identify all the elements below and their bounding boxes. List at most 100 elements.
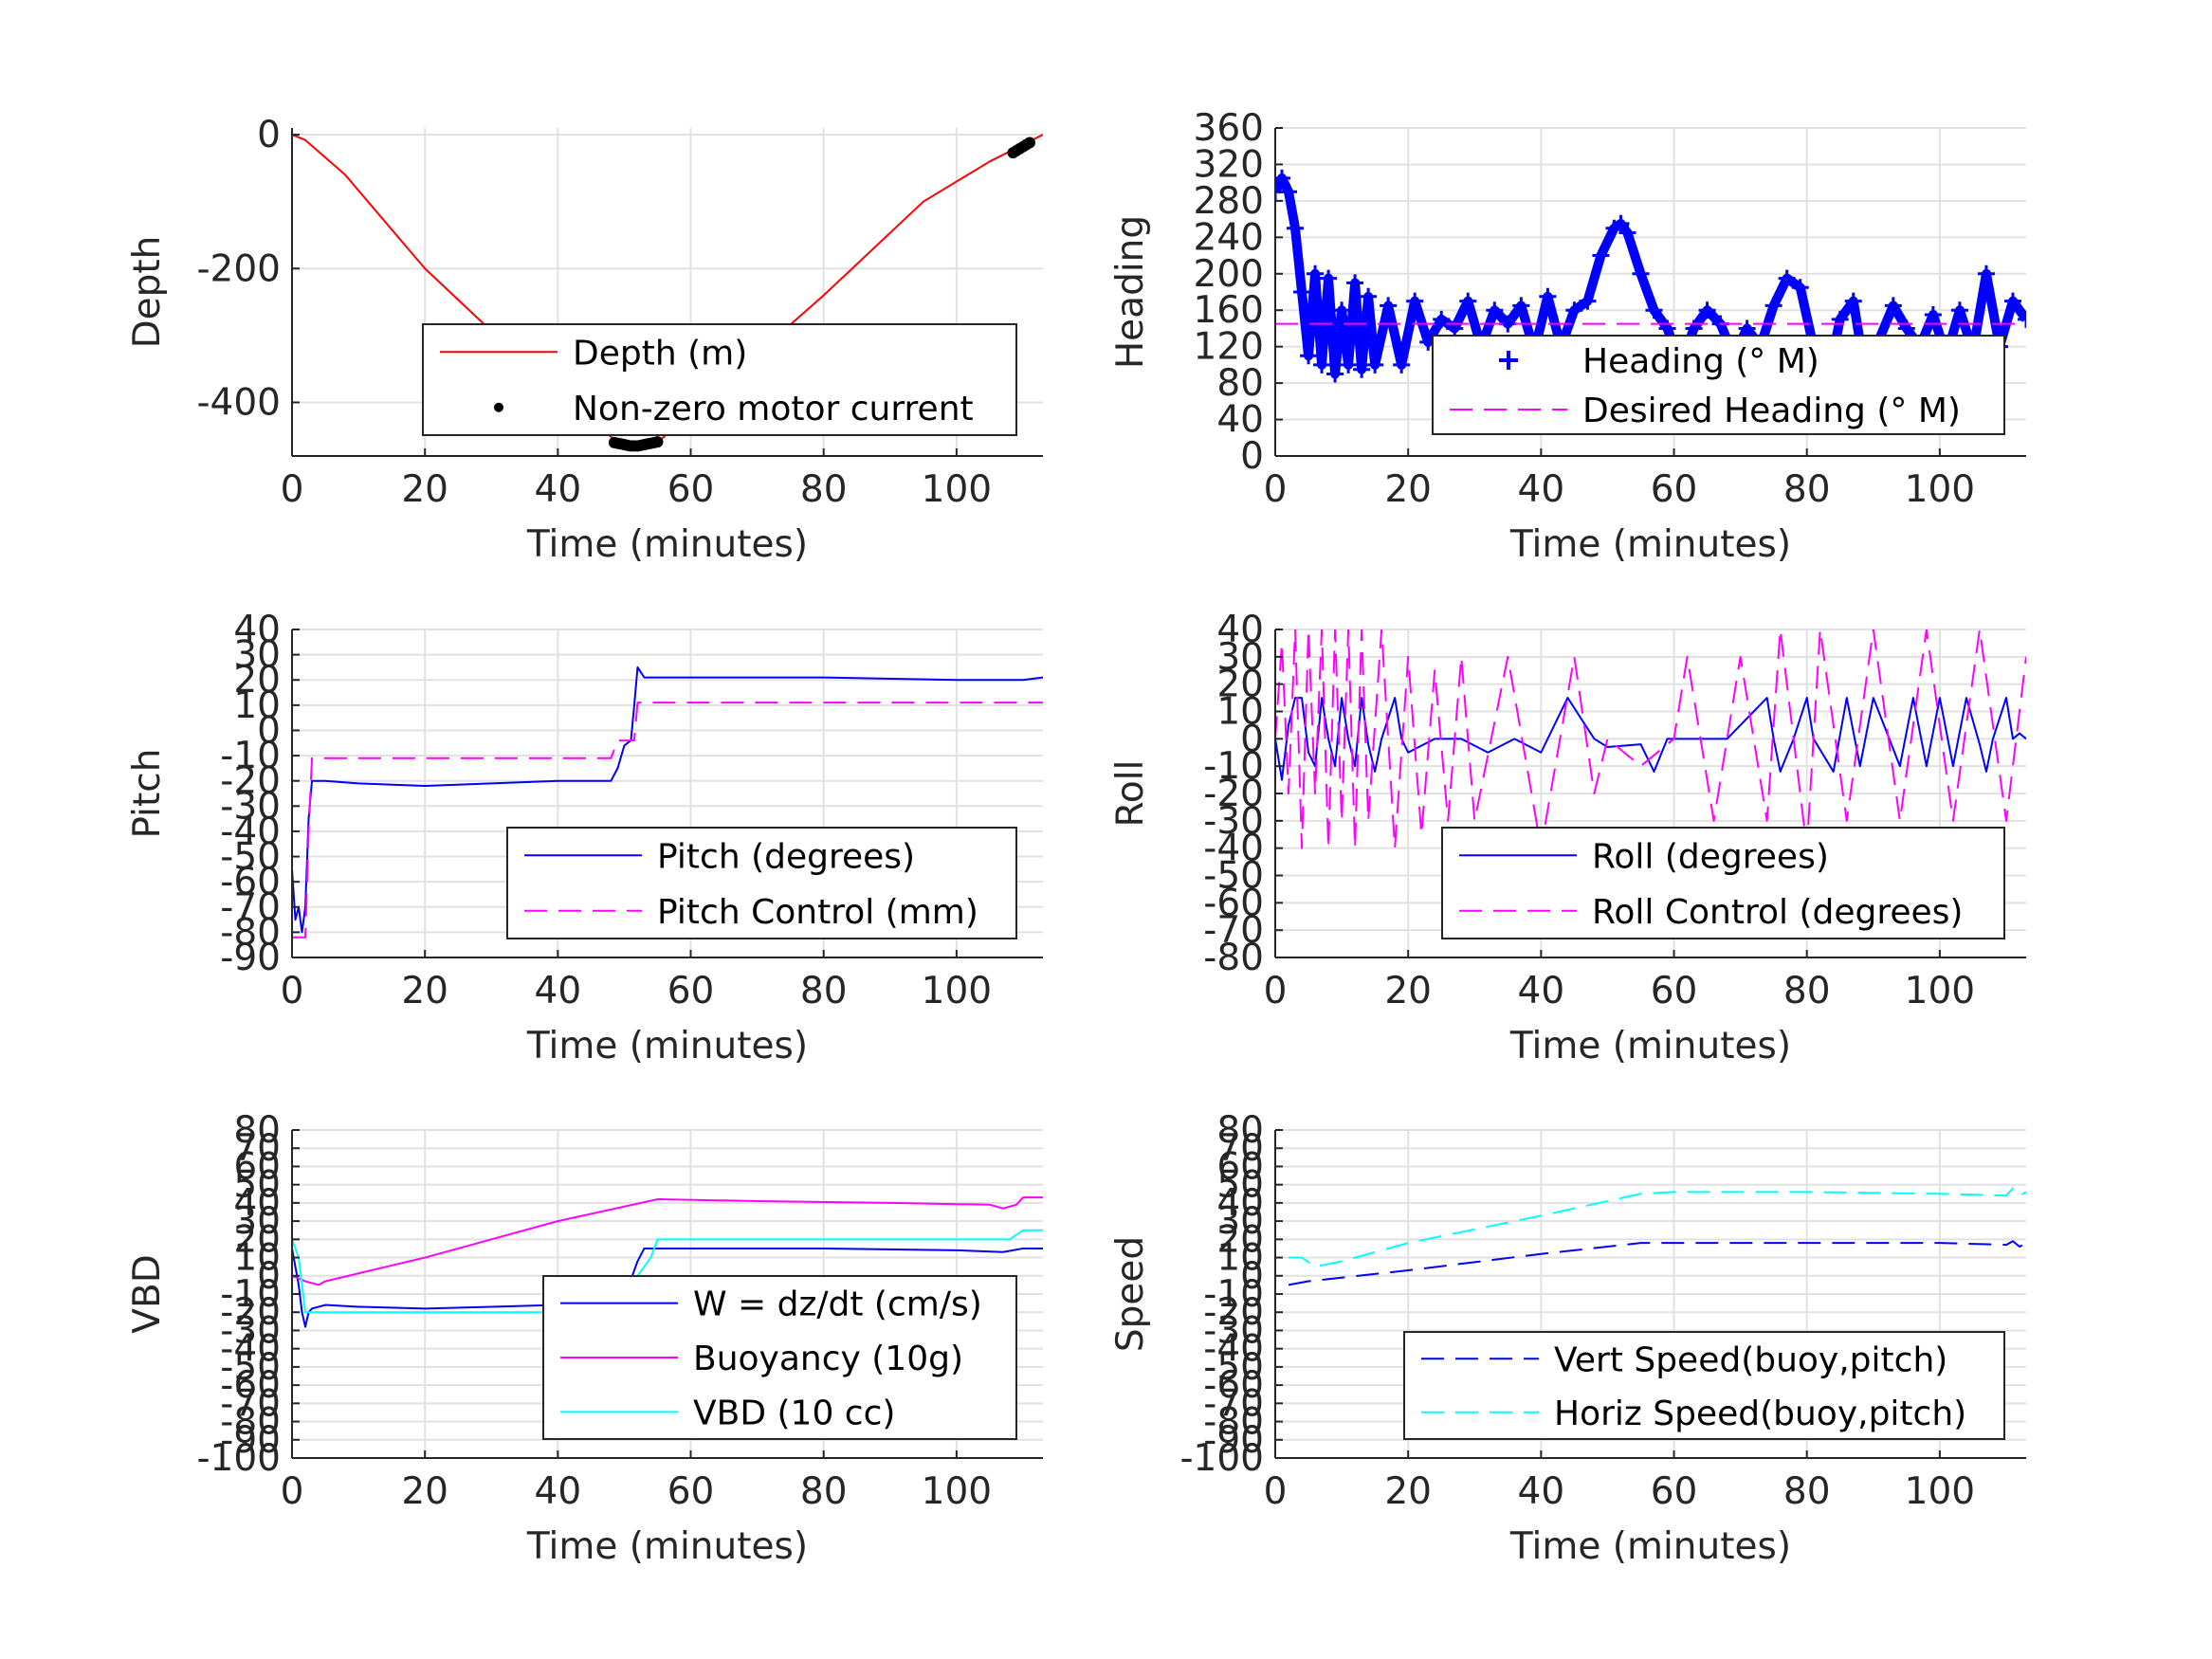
series-heading-0-marker xyxy=(1778,269,1796,287)
series-heading-0-marker xyxy=(1632,264,1650,283)
y-tick-label: 70 xyxy=(233,1127,281,1170)
x-tick-label: 100 xyxy=(922,1470,992,1513)
x-axis-label: Time (minutes) xyxy=(526,1025,808,1067)
y-tick-label: 70 xyxy=(1216,1127,1264,1170)
chart-panel-depth: 0 20 40 60 80 100 0 -200 -400 Time (minutes) Depth… xyxy=(126,114,1043,566)
y-tick-label: -10 xyxy=(220,735,281,777)
y-tick-label: -10 xyxy=(220,1273,281,1316)
legend-label: Buoyancy (10g) xyxy=(693,1340,963,1378)
x-tick-label: 20 xyxy=(1384,1470,1432,1513)
y-axis-label: Speed xyxy=(1109,1236,1152,1352)
series-heading-0-marker xyxy=(1539,287,1557,305)
series-layer xyxy=(292,665,1043,939)
legend-label: Pitch (degrees) xyxy=(657,837,915,876)
legend-swatch xyxy=(1499,351,1518,370)
y-tick-label: -60 xyxy=(1203,882,1264,924)
x-tick-label: 20 xyxy=(401,970,448,1012)
series-heading-0-marker xyxy=(1393,356,1411,374)
series-heading-0-marker xyxy=(1320,269,1338,287)
legend-label: Horiz Speed(buoy,pitch) xyxy=(1554,1395,1966,1433)
y-tick-label: -20 xyxy=(220,760,281,803)
series-heading-0-marker xyxy=(1280,183,1298,201)
y-axis-label: Pitch xyxy=(126,749,169,839)
series-roll-1-line xyxy=(1275,629,2026,849)
y-tick-label: 320 xyxy=(1194,143,1264,186)
y-tick-label: 30 xyxy=(1216,1200,1264,1243)
x-tick-label: 20 xyxy=(401,468,448,511)
y-tick-label: -50 xyxy=(220,836,281,879)
series-heading-0-marker xyxy=(2003,292,2021,310)
series-heading-0-marker xyxy=(1658,319,1676,337)
y-tick-label: -40 xyxy=(220,1328,281,1371)
legend-label: Pitch Control (mm) xyxy=(657,893,978,932)
y-tick-label: 0 xyxy=(257,1255,281,1298)
legend: W = dz/dt (cm/s) Buoyancy (10g) VBD (10 cc… xyxy=(542,1275,1017,1440)
series-heading-0-marker xyxy=(1791,279,1809,297)
y-tick-label: 30 xyxy=(233,634,281,677)
y-tick-label: -80 xyxy=(220,911,281,954)
x-tick-label: 60 xyxy=(667,1470,715,1513)
series-layer xyxy=(1288,1187,2026,1286)
x-tick-label: 0 xyxy=(281,1470,304,1513)
y-tick-label: 80 xyxy=(1216,362,1264,405)
series-heading-0-marker xyxy=(1565,301,1583,319)
series-heading-0-marker xyxy=(1831,310,1849,328)
y-tick-label: -80 xyxy=(220,1401,281,1444)
y-tick-label: -100 xyxy=(196,1437,281,1480)
series-heading-0-marker xyxy=(1698,301,1716,319)
x-tick-label: 0 xyxy=(1264,468,1288,511)
y-tick-label: -30 xyxy=(220,1309,281,1352)
y-tick-label: -30 xyxy=(220,785,281,828)
y-tick-label: 360 xyxy=(1194,107,1264,150)
y-tick-label: -50 xyxy=(220,1346,281,1389)
series-heading-0-marker xyxy=(1287,219,1305,237)
y-tick-label: 40 xyxy=(233,609,281,651)
series-heading-0-marker xyxy=(1764,297,1782,315)
x-tick-label: 80 xyxy=(800,468,848,511)
y-tick-label: -60 xyxy=(220,1364,281,1407)
x-axis-label: Time (minutes) xyxy=(1509,523,1791,566)
x-tick-label: 80 xyxy=(1783,1470,1831,1513)
series-heading-0-marker xyxy=(1275,169,1291,187)
y-axis-label: VBD xyxy=(126,1254,169,1333)
series-heading-0-marker xyxy=(1512,297,1530,315)
x-tick-label: 100 xyxy=(1905,468,1975,511)
y-axis-label: Roll xyxy=(1109,760,1152,828)
y-tick-label: 240 xyxy=(1194,216,1264,259)
series-heading-0-marker xyxy=(1977,264,1995,283)
x-tick-label: 80 xyxy=(800,1470,848,1513)
x-tick-label: 100 xyxy=(922,970,992,1012)
legend-swatch xyxy=(494,402,503,412)
y-tick-label: -60 xyxy=(220,861,281,903)
series-heading-0-marker xyxy=(1353,360,1371,378)
series-heading-0-marker xyxy=(1333,301,1351,319)
y-tick-label: 10 xyxy=(233,684,281,727)
y-tick-label: 20 xyxy=(233,1218,281,1261)
x-axis-label: Time (minutes) xyxy=(1509,1525,1791,1568)
legend-label: Desired Heading (° M) xyxy=(1582,392,1961,430)
x-tick-label: 100 xyxy=(922,468,992,511)
series-speed-1-line xyxy=(1289,1187,2026,1268)
y-tick-label: -50 xyxy=(1203,855,1264,898)
series-vbd-1-line xyxy=(292,1196,1043,1286)
y-tick-label: 10 xyxy=(1216,691,1264,734)
y-tick-label: -40 xyxy=(220,811,281,853)
series-heading-0-marker xyxy=(1950,301,1968,319)
series-pitch-0-line xyxy=(292,665,1043,934)
legend: Depth (m) Non-zero motor current xyxy=(422,323,1017,436)
y-tick-label: 0 xyxy=(1240,435,1264,478)
series-heading-0-marker xyxy=(1340,356,1358,374)
y-tick-label: 0 xyxy=(1240,718,1264,760)
x-tick-label: 100 xyxy=(1905,970,1975,1012)
series-speed-0-line xyxy=(1288,1240,2026,1286)
y-tick-label: 40 xyxy=(1216,609,1264,651)
y-tick-label: -50 xyxy=(1203,1346,1264,1389)
series-heading-0-marker xyxy=(2018,310,2026,328)
series-heading-0-marker xyxy=(1406,292,1424,310)
series-heading-0-marker xyxy=(1738,319,1756,337)
y-tick-label: 20 xyxy=(233,659,281,702)
series-layer xyxy=(292,134,1043,452)
x-tick-label: 60 xyxy=(667,468,715,511)
y-tick-label: 0 xyxy=(257,114,281,156)
